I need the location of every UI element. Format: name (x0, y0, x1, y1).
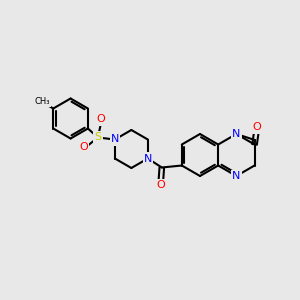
Text: S: S (94, 133, 101, 142)
Text: O: O (97, 115, 105, 124)
Text: CH₃: CH₃ (34, 98, 50, 106)
Text: N: N (111, 134, 119, 145)
Text: N: N (232, 171, 241, 181)
Text: N: N (144, 154, 152, 164)
Text: O: O (252, 122, 261, 133)
Text: O: O (80, 142, 88, 152)
Text: O: O (156, 181, 165, 190)
Text: N: N (232, 129, 241, 139)
